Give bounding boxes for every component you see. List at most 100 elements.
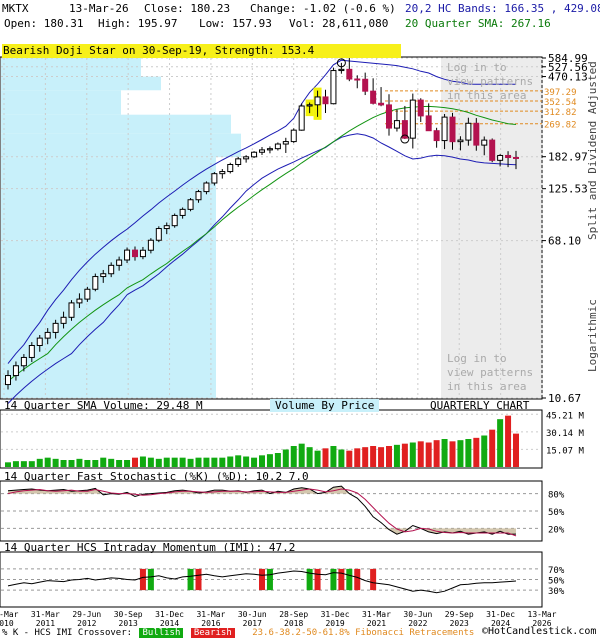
candle-body xyxy=(44,331,51,339)
volume-bar xyxy=(346,450,353,467)
volume-bar xyxy=(60,460,67,467)
price-tick-label: 470.13 xyxy=(548,71,588,84)
candle-body xyxy=(211,173,218,184)
volume-bar xyxy=(108,458,115,467)
x-axis-year-label: 2016 xyxy=(201,619,220,628)
candle-body xyxy=(163,225,170,230)
split-adjusted-label: Split and Dividend Adjusted xyxy=(586,61,599,240)
stochastic-oversold-fill xyxy=(8,528,516,535)
candle-body xyxy=(489,139,496,161)
volume-bar xyxy=(378,447,385,467)
imi-panel: 70%50%30% xyxy=(0,551,565,608)
login-top-line-3: in this area xyxy=(447,89,527,102)
volume-bar xyxy=(211,457,218,467)
candle-body xyxy=(171,214,178,227)
footer: % K - HCS IMI Crossover: Bullish Bearish… xyxy=(2,627,474,639)
x-axis-month-label: 31-Mar xyxy=(0,610,19,619)
candle-body xyxy=(449,116,456,143)
x-axis-month-label: 30-Sep xyxy=(114,610,143,619)
login-bottom-line-2: view patterns xyxy=(447,366,534,379)
volume-bar xyxy=(481,435,488,467)
date-label: 13-Mar-26 xyxy=(69,2,129,15)
fibonacci-label: 397.29 xyxy=(544,88,577,98)
close-label: Close: 180.23 xyxy=(144,2,231,15)
volume-bar xyxy=(76,458,83,467)
candles xyxy=(5,54,519,390)
candle-body xyxy=(259,149,265,153)
high-label: High: 195.97 xyxy=(98,17,178,30)
price-tick-label: 68.10 xyxy=(548,235,581,248)
candle-body xyxy=(465,122,472,141)
volume-bar xyxy=(84,460,91,467)
candle-body xyxy=(195,191,202,201)
price-tick-label: 125.53 xyxy=(548,183,588,196)
candle-body xyxy=(139,249,146,258)
volume-bar xyxy=(441,439,448,467)
crossover-legend: % K - HCS IMI Crossover: xyxy=(2,628,133,638)
volume-bar xyxy=(259,455,265,467)
x-axis-year-label: 2010 xyxy=(0,619,14,628)
x-axis-year-label: 2018 xyxy=(284,619,303,628)
candle-body xyxy=(425,115,432,132)
x-axis-month-label: 13-Mar xyxy=(528,610,557,619)
volume-bar xyxy=(274,453,281,467)
volume-bar xyxy=(401,443,408,467)
candle-body xyxy=(219,171,226,175)
x-axis-month-label: 31-Dec xyxy=(321,610,350,619)
volume-bar xyxy=(298,443,305,467)
x-axis-labels: 31-Mar201031-Mar201129-Jun201230-Sep2013… xyxy=(0,610,557,628)
fibonacci-label: 352.54 xyxy=(544,98,577,108)
login-bottom[interactable]: Log in to view patterns in this area xyxy=(447,352,533,394)
volume-bar xyxy=(306,447,313,467)
imi-crossover-marker xyxy=(370,568,377,591)
x-axis-year-label: 2012 xyxy=(77,619,96,628)
x-axis-year-label: 2024 xyxy=(491,619,510,628)
pattern-banner: Bearish Doji Star on 30-Sep-19, Strength… xyxy=(2,44,401,58)
imi-crossover-markers xyxy=(139,568,377,591)
logarithmic-label: Logarithmic xyxy=(586,299,599,372)
vbp-bar xyxy=(1,114,231,134)
imi-line xyxy=(7,570,517,594)
candle-body xyxy=(417,99,424,117)
login-top[interactable]: Log in to view patterns in this area xyxy=(447,61,533,103)
candle-body xyxy=(314,96,321,106)
login-top-line-1: Log in to xyxy=(447,61,507,74)
x-axis-month-label: 31-Mar xyxy=(362,610,391,619)
fibonacci-legend: 23.6-38.2-50-61.8% Fibonacci Retracement… xyxy=(252,628,475,638)
imi-tick-label: 70% xyxy=(548,566,565,576)
volume-bar xyxy=(52,458,59,467)
imi-crossover-marker xyxy=(354,568,361,591)
volume-bar xyxy=(489,429,496,467)
candle-body xyxy=(179,208,186,216)
copyright-label[interactable]: ©HotCandlestick.com xyxy=(482,626,597,637)
candle-body xyxy=(290,129,297,143)
volume-tick-label: 15.07 M xyxy=(546,446,585,456)
bearish-badge: Bearish xyxy=(190,628,235,638)
volume-label: Vol: 28,611,080 xyxy=(289,17,389,30)
stochastic-fill xyxy=(8,486,516,535)
imi-crossover-marker xyxy=(306,568,313,591)
candle-body xyxy=(362,78,369,92)
volume-bar xyxy=(465,439,472,467)
candle-body xyxy=(505,154,512,159)
volume-bar xyxy=(147,457,154,467)
volume-bar xyxy=(139,456,146,467)
volume-bar xyxy=(513,433,519,467)
pattern-shade xyxy=(441,58,541,398)
candle-body xyxy=(251,151,258,158)
candle-body xyxy=(306,104,313,107)
candle-body xyxy=(282,141,289,145)
x-axis-year-label: 2021 xyxy=(367,619,386,628)
candle-body xyxy=(28,345,35,358)
volume-bar xyxy=(44,457,51,467)
volume-bar xyxy=(473,437,480,467)
candle-body xyxy=(401,120,408,139)
candle-body xyxy=(155,228,162,241)
candle-body xyxy=(20,356,27,367)
volume-bar xyxy=(338,449,345,467)
volume-bar xyxy=(155,458,162,467)
volume-bar xyxy=(314,450,321,467)
fibonacci-label: 312.82 xyxy=(544,108,577,118)
